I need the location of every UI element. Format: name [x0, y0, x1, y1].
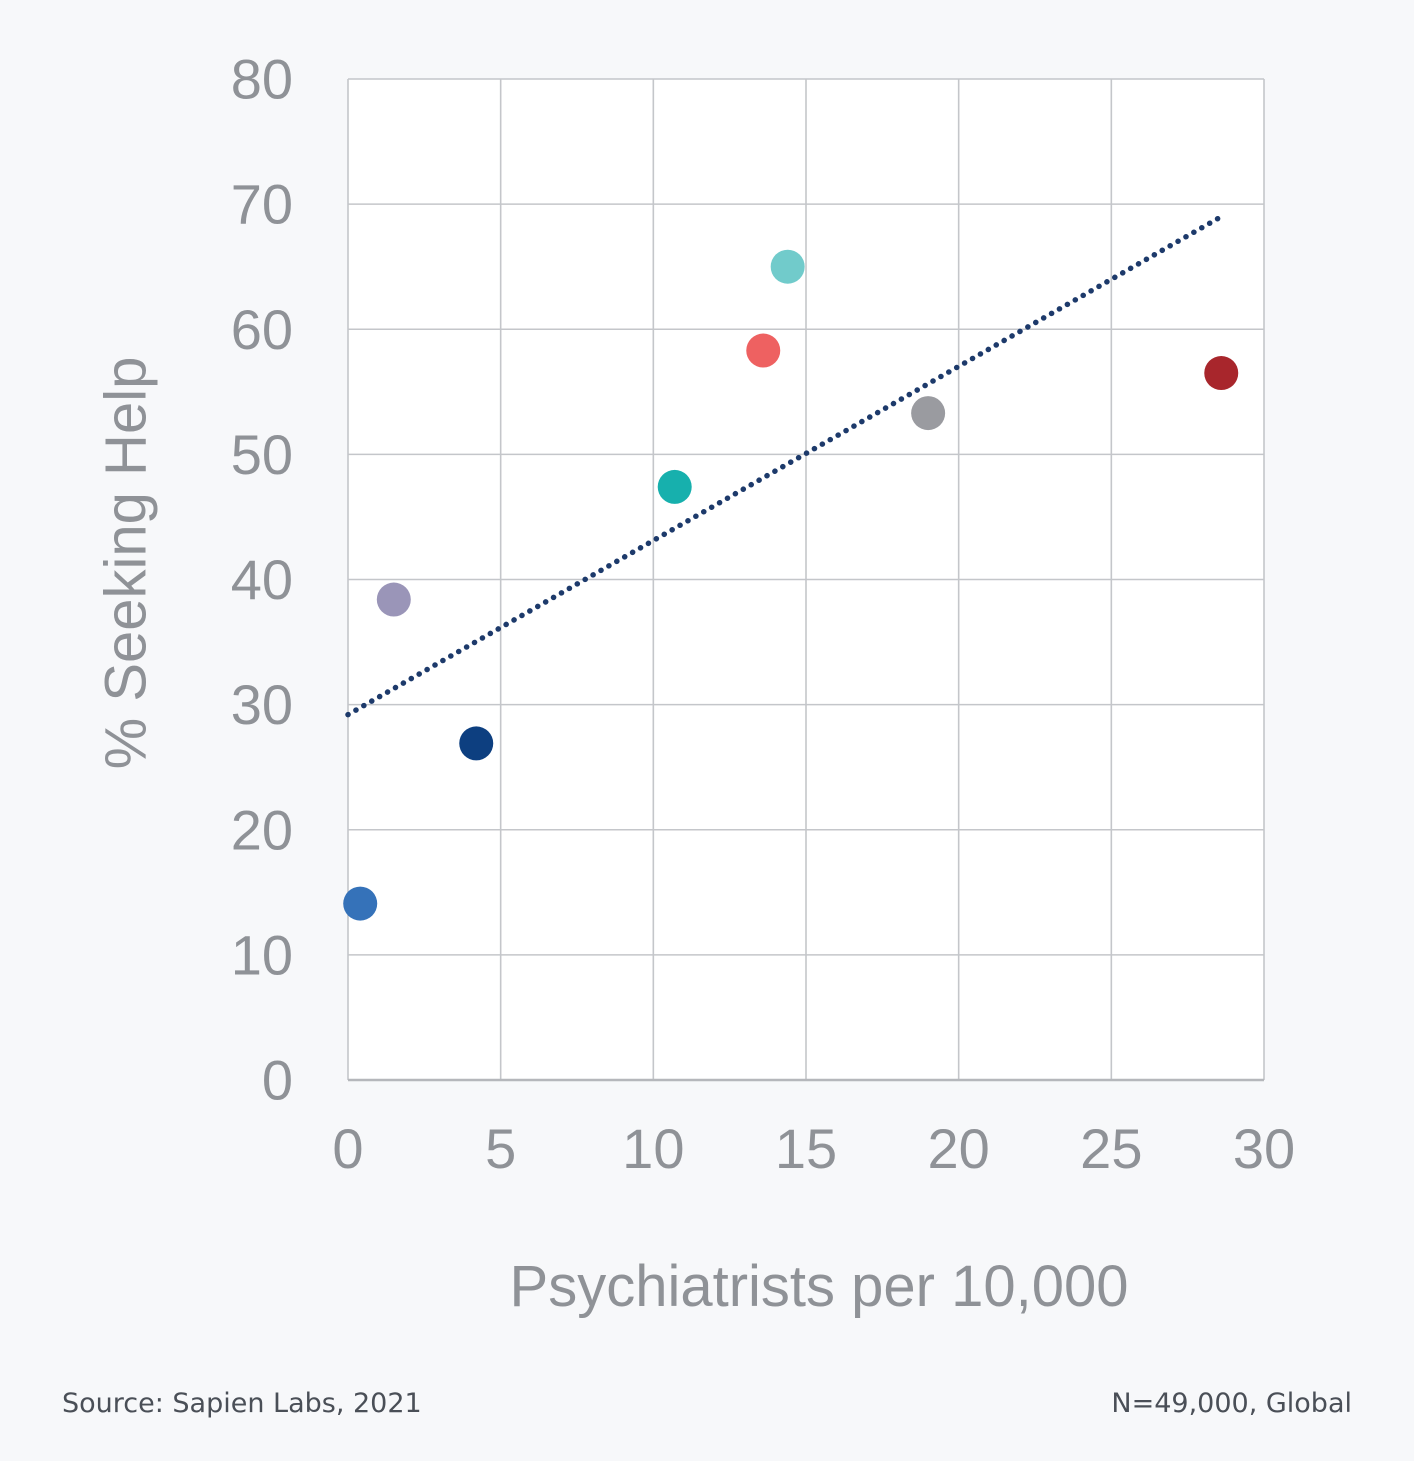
y-tick-label: 20 — [231, 798, 293, 861]
x-tick-label: 20 — [928, 1117, 990, 1180]
trendline — [345, 213, 1225, 718]
data-point — [657, 469, 692, 504]
y-tick-label: 30 — [231, 673, 293, 736]
sample-size-note: N=49,000, Global — [1111, 1388, 1352, 1419]
x-tick-label: 15 — [775, 1117, 837, 1180]
y-tick-label: 40 — [231, 548, 293, 611]
y-axis-title: % Seeking Help — [94, 357, 159, 770]
data-point — [459, 726, 494, 761]
data-point — [1204, 356, 1239, 391]
x-tick-label: 5 — [485, 1117, 516, 1180]
y-tick-label: 60 — [231, 298, 293, 361]
x-tick-label: 30 — [1233, 1117, 1295, 1180]
data-point — [746, 333, 781, 368]
x-axis-title: Psychiatrists per 10,000 — [510, 1254, 1129, 1319]
data-point — [376, 582, 411, 617]
y-tick-label: 70 — [231, 173, 293, 236]
y-tick-label: 0 — [262, 1049, 293, 1112]
source-note: Source: Sapien Labs, 2021 — [62, 1388, 422, 1419]
y-tick-label: 10 — [231, 923, 293, 986]
x-tick-label: 0 — [332, 1117, 363, 1180]
data-point — [770, 249, 805, 284]
x-tick-label: 25 — [1080, 1117, 1142, 1180]
data-point — [343, 886, 378, 921]
data-point — [911, 396, 946, 431]
y-tick-label: 80 — [231, 48, 293, 111]
x-tick-label: 10 — [622, 1117, 684, 1180]
y-tick-label: 50 — [231, 423, 293, 486]
